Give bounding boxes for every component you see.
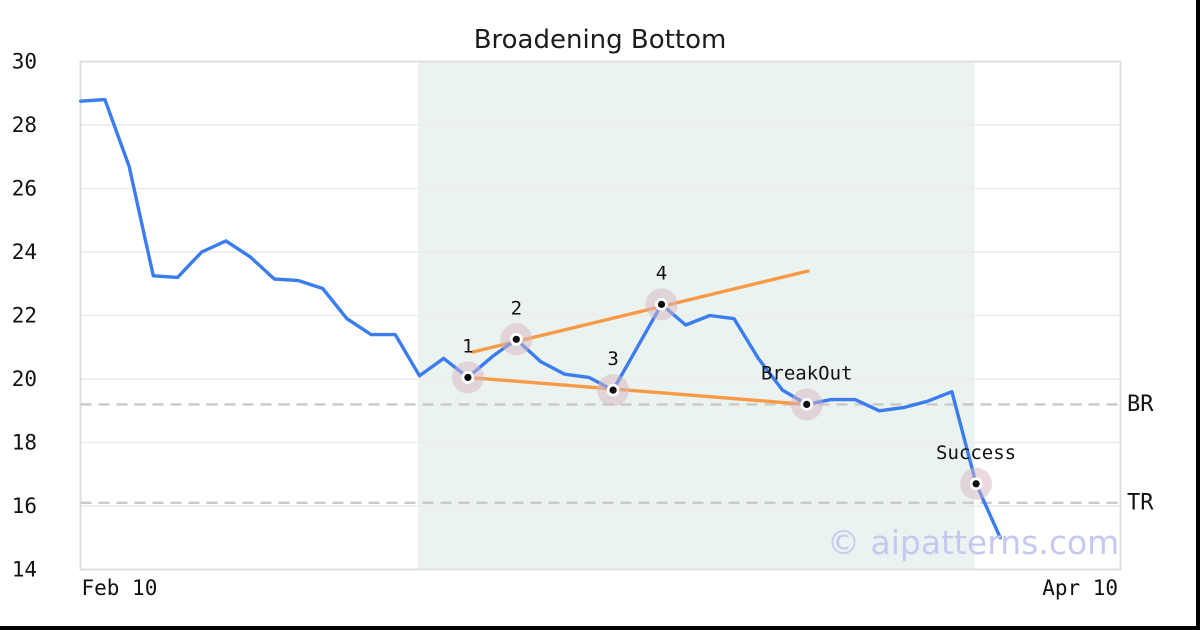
screen-edge-bottom — [0, 626, 1200, 630]
y-tick-label: 24 — [12, 240, 37, 264]
lower-broadening-line — [466, 375, 809, 407]
pattern-point-dot — [972, 480, 980, 488]
pattern-point-dot — [803, 400, 811, 408]
pattern-point-label-4: 4 — [656, 262, 667, 284]
chart-title: Broadening Bottom — [473, 25, 727, 55]
y-tick-label: 30 — [12, 50, 37, 74]
watermark: © aipatterns.com — [827, 523, 1120, 562]
pattern-point-label-1: 1 — [462, 335, 473, 357]
x-tick-label: Feb 10 — [81, 576, 157, 600]
pattern-point-label-3: 3 — [607, 348, 618, 370]
pattern-point-label-breakout: BreakOut — [761, 362, 853, 384]
y-tick-label: 16 — [12, 494, 37, 518]
pattern-point-dot — [464, 373, 472, 382]
br-level-label: BR — [1127, 392, 1154, 417]
y-tick-label: 28 — [12, 113, 37, 137]
pattern-point-dot — [609, 386, 617, 394]
pattern-point-label-2: 2 — [511, 297, 522, 319]
pattern-point-dot — [657, 300, 666, 308]
plot-border — [79, 60, 1122, 571]
screen-edge-right — [1196, 0, 1200, 630]
y-tick-label: 20 — [12, 367, 37, 391]
tr-level-label: TR — [1127, 490, 1154, 515]
y-tick-label: 26 — [12, 177, 37, 201]
price-line — [78, 97, 1002, 540]
pattern-point-dot — [512, 335, 520, 343]
y-tick-label: 14 — [12, 558, 37, 582]
y-tick-label: 18 — [12, 431, 37, 455]
x-tick-label: Apr 10 — [1042, 576, 1118, 600]
pattern-point-label-success: Success — [936, 442, 1016, 464]
y-tick-label: 22 — [12, 304, 37, 328]
